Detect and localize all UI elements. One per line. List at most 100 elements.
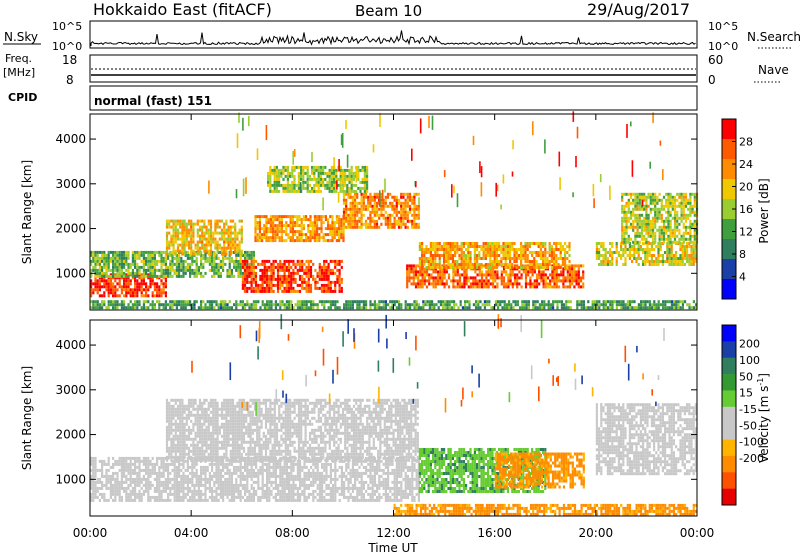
vel-colorbar-swatch xyxy=(722,406,736,424)
freq-tick-top: 18 xyxy=(62,53,77,67)
nsky-tick-bottom: 10^0 xyxy=(52,40,82,53)
vel-region-0 xyxy=(90,456,420,502)
vel-y-tick-1000: 1000 xyxy=(55,472,86,486)
nsearch-tick-top: 10^5 xyxy=(708,20,738,33)
x-tick-4: 16:00 xyxy=(477,526,512,540)
vel-y-tick-4000: 4000 xyxy=(55,338,86,352)
power-colorbar-label: Power [dB] xyxy=(757,178,771,243)
cpid-mode: normal (fast) 151 xyxy=(94,94,212,108)
power-region-5 xyxy=(342,192,420,229)
power-region-9 xyxy=(621,192,699,244)
vel-colorbar-swatch xyxy=(722,455,736,473)
velocity-colorbar: 200 100 50 15 -15 -50 -100 -200 xyxy=(721,324,764,506)
power-colorbar-swatch xyxy=(722,159,736,180)
power-y-axis: 1000 2000 3000 4000 xyxy=(55,132,697,280)
nave-tick-top: 60 xyxy=(708,53,723,67)
power-region-2 xyxy=(165,219,243,256)
vel-y-tick-3000: 3000 xyxy=(55,383,86,397)
power-colorbar-swatch xyxy=(722,139,736,160)
power-colorbar-tick: 8 xyxy=(739,248,746,261)
power-colorbar-tick: 16 xyxy=(739,203,753,216)
x-tick-0: 00:00 xyxy=(73,526,108,540)
power-colorbar-swatch xyxy=(722,279,736,300)
nsky-panel: N.Sky 10^5 10^0 10^5 10^0 N.Search xyxy=(3,20,800,53)
power-region-4 xyxy=(254,215,345,243)
velocity-panel: 1000 2000 3000 4000 Slant Range [km] 200 100… xyxy=(20,314,771,517)
velocity-colorbar-label: Velocity [m s-1] xyxy=(756,373,771,463)
vel-colorbar-swatch xyxy=(722,390,736,408)
vel-y-tick-2000: 2000 xyxy=(55,428,86,442)
vel-colorbar-swatch xyxy=(722,341,736,359)
vel-region-5 xyxy=(393,503,698,516)
vel-colorbar-swatch xyxy=(722,374,736,391)
power-ylabel: Slant Range [km] xyxy=(20,160,34,264)
vel-sparse-echoes xyxy=(191,314,665,416)
power-colorbar-swatch xyxy=(722,199,736,220)
vel-colorbar-swatch xyxy=(722,472,736,489)
nsearch-tick-bottom: 10^0 xyxy=(708,40,738,53)
velocity-colorbar-tick: 50 xyxy=(739,370,753,383)
power-y-tick-4000: 4000 xyxy=(55,132,86,146)
power-colorbar-tick: 28 xyxy=(739,136,753,149)
power-region-8 xyxy=(595,242,697,266)
power-colorbar: 4 8 12 16 20 24 28 xyxy=(721,118,753,300)
date-label: 29/Aug/2017 xyxy=(587,0,690,19)
freq-panel: Freq. [MHz] 18 8 60 0 Nave xyxy=(3,52,789,87)
velocity-colorbar-tick: 200 xyxy=(739,338,760,351)
power-y-tick-2000: 2000 xyxy=(55,222,86,236)
power-data xyxy=(90,111,699,310)
velocity-colorbar-tick: -15 xyxy=(739,403,757,416)
vel-region-4 xyxy=(595,403,697,476)
nsearch-label: N.Search xyxy=(747,30,800,44)
power-region-3 xyxy=(241,259,343,293)
beam-label: Beam 10 xyxy=(355,2,422,20)
x-tick-3: 12:00 xyxy=(376,526,411,540)
power-colorbar-swatch xyxy=(722,259,736,280)
freq-tick-bottom: 8 xyxy=(66,73,74,87)
power-y-tick-3000: 3000 xyxy=(55,177,86,191)
station-title: Hokkaido East (fitACF) xyxy=(93,0,272,19)
power-region-10 xyxy=(267,165,369,193)
velocity-colorbar-tick: -100 xyxy=(739,436,764,449)
vel-colorbar-swatch xyxy=(722,439,736,457)
velocity-colorbar-tick: -50 xyxy=(739,419,757,432)
power-region-7 xyxy=(418,242,571,269)
x-tick-1: 04:00 xyxy=(174,526,209,540)
vel-colorbar-swatch xyxy=(722,488,736,506)
cpid-panel: CPID normal (fast) 151 xyxy=(8,85,698,111)
power-colorbar-swatch xyxy=(722,219,736,240)
vel-colorbar-swatch xyxy=(722,357,736,375)
nave-label: Nave xyxy=(758,63,789,77)
power-colorbar-swatch xyxy=(722,119,736,140)
x-axis-label: Time UT xyxy=(367,541,418,554)
vel-region-3 xyxy=(494,452,585,489)
x-tick-2: 08:00 xyxy=(275,526,310,540)
velocity-data xyxy=(90,314,698,516)
nave-tick-bottom: 0 xyxy=(708,73,716,87)
power-colorbar-tick: 24 xyxy=(739,158,753,171)
power-region-11 xyxy=(90,300,698,310)
power-y-tick-1000: 1000 xyxy=(55,266,86,280)
nsky-tick-top: 10^5 xyxy=(52,20,82,33)
freq-label: Freq. xyxy=(5,52,32,65)
power-panel: 1000 2000 3000 4000 Slant Range [km] 4 8 12 16… xyxy=(20,111,771,311)
x-tick-5: 20:00 xyxy=(579,526,614,540)
nsky-label: N.Sky xyxy=(4,30,38,44)
cpid-label: CPID xyxy=(8,91,37,104)
vel-region-1 xyxy=(165,398,419,462)
vel-colorbar-swatch xyxy=(722,423,736,440)
velocity-y-axis: 1000 2000 3000 4000 xyxy=(55,338,697,486)
freq-unit-label: [MHz] xyxy=(3,66,35,79)
power-sparse-echoes xyxy=(208,111,664,211)
nsky-trace xyxy=(90,30,696,46)
velocity-colorbar-tick: 100 xyxy=(739,354,760,367)
vel-colorbar-swatch xyxy=(722,325,736,342)
power-colorbar-tick: 12 xyxy=(739,226,753,239)
velocity-colorbar-tick: -200 xyxy=(739,452,764,465)
x-tick-6: 00:00 xyxy=(680,526,715,540)
power-colorbar-tick: 4 xyxy=(739,271,746,284)
power-colorbar-swatch xyxy=(722,239,736,260)
velocity-colorbar-tick: 15 xyxy=(739,387,753,400)
velocity-ylabel: Slant Range [km] xyxy=(20,366,34,470)
